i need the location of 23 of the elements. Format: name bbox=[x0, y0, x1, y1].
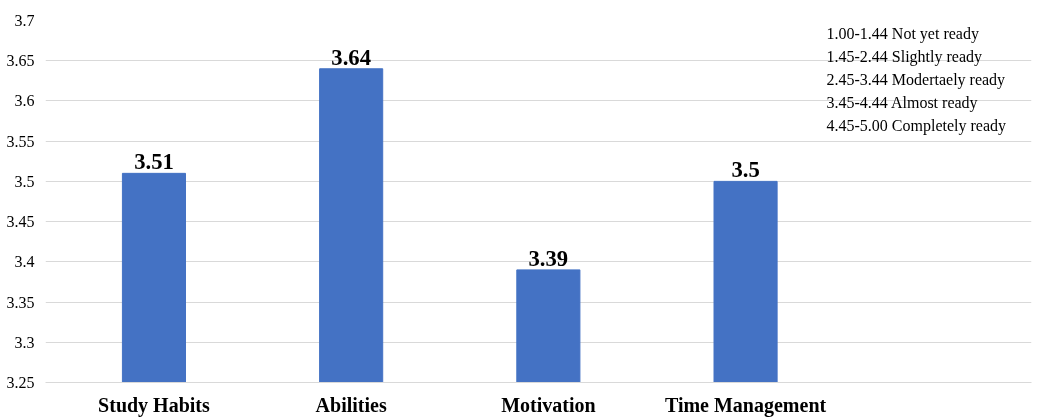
y-tick-label: 3.55 bbox=[6, 132, 35, 150]
data-label: 3.5 bbox=[731, 157, 760, 183]
y-tick-label: 3.35 bbox=[6, 293, 35, 311]
y-tick-label: 3.45 bbox=[6, 213, 35, 231]
data-label: 3.64 bbox=[331, 44, 371, 70]
x-tick-label: Time Management bbox=[664, 393, 827, 417]
y-tick-label: 3.5 bbox=[14, 172, 35, 190]
data-label: 3.39 bbox=[528, 245, 569, 271]
y-tick-label: 3.3 bbox=[14, 333, 35, 351]
x-tick-label: Study Habits bbox=[98, 393, 211, 417]
annotation: 3.45-4.44 Almost ready bbox=[826, 93, 978, 112]
annotation: 1.45-2.44 Slightly ready bbox=[826, 47, 983, 66]
x-tick-label: Abilities bbox=[315, 393, 387, 416]
y-tick-label: 3.7 bbox=[14, 12, 35, 29]
y-tick-label: 3.4 bbox=[14, 253, 35, 271]
data-label: 3.51 bbox=[134, 149, 174, 175]
y-tick-label: 3.6 bbox=[14, 92, 35, 110]
annotation: 4.45-5.00 Completely ready bbox=[826, 116, 1007, 135]
x-tick-label: Motivation bbox=[501, 393, 596, 416]
y-tick-label: 3.65 bbox=[6, 52, 35, 70]
y-tick-label: 3.25 bbox=[6, 374, 35, 391]
annotation: 1.00-1.44 Not yet ready bbox=[826, 24, 979, 43]
annotation: 2.45-3.44 Modertaely ready bbox=[826, 70, 1006, 89]
